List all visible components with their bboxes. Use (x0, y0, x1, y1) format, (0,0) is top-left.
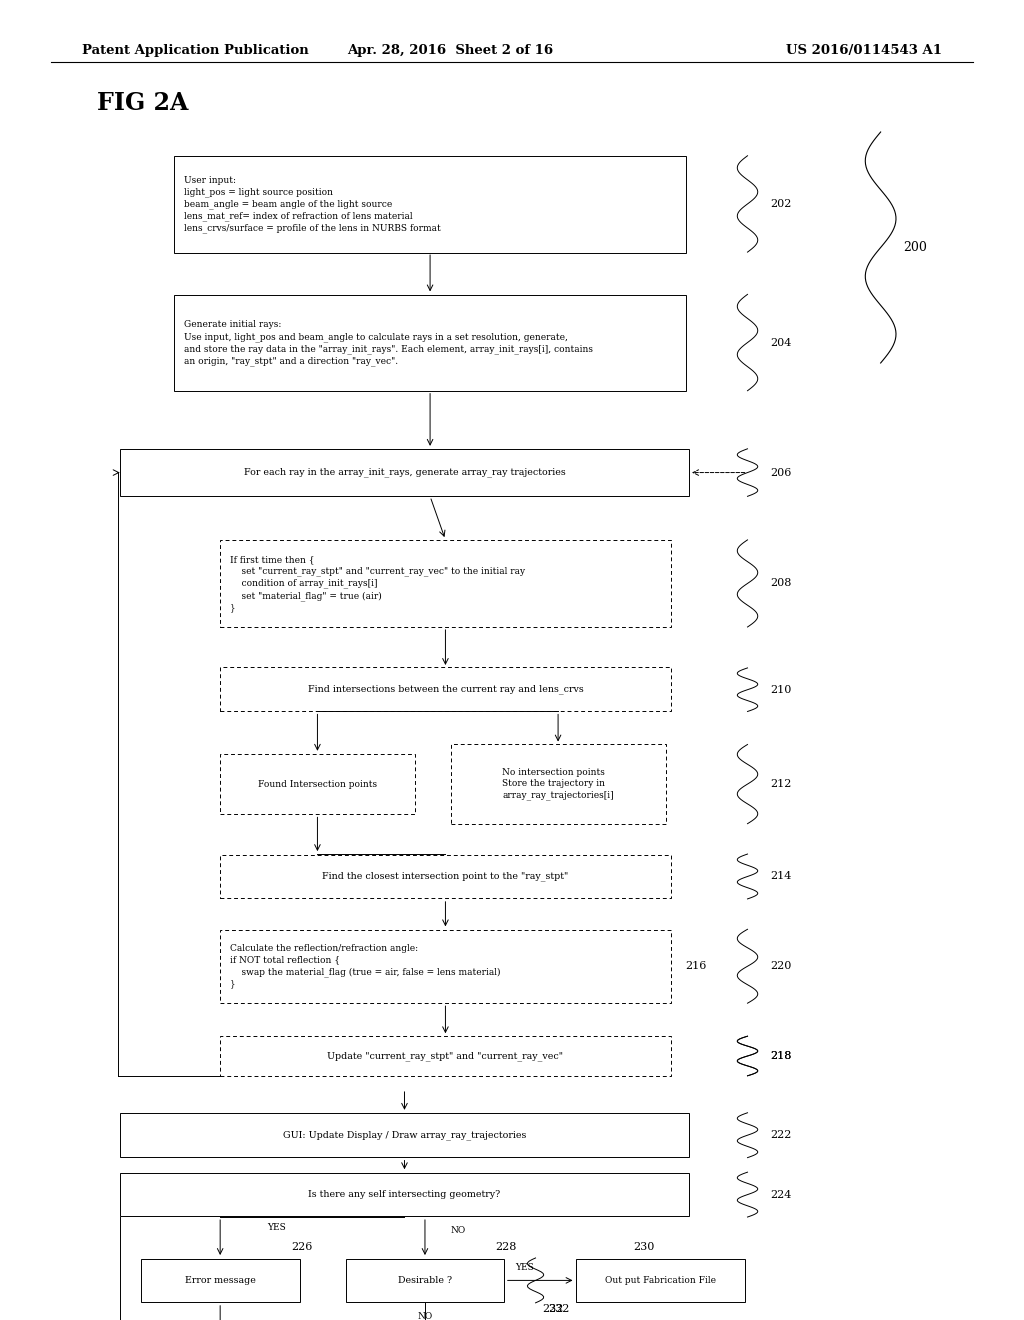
Text: Generate initial rays:
Use input, light_pos and beam_angle to calculate rays in : Generate initial rays: Use input, light_… (184, 321, 593, 366)
Text: YES: YES (515, 1263, 534, 1271)
Text: 216: 216 (685, 961, 707, 972)
Text: Calculate the reflection/refraction angle:
if NOT total reflection {
    swap th: Calculate the reflection/refraction angl… (230, 944, 501, 989)
Text: 224: 224 (770, 1189, 792, 1200)
FancyBboxPatch shape (575, 1259, 745, 1302)
Text: 206: 206 (770, 467, 792, 478)
Text: FIG 2A: FIG 2A (97, 91, 188, 115)
Text: 204: 204 (770, 338, 792, 347)
FancyBboxPatch shape (220, 929, 671, 1003)
Text: Is there any self intersecting geometry?: Is there any self intersecting geometry? (308, 1191, 501, 1199)
Text: 222: 222 (770, 1130, 792, 1140)
Text: Find the closest intersection point to the "ray_stpt": Find the closest intersection point to t… (323, 871, 568, 882)
FancyBboxPatch shape (220, 754, 415, 814)
Text: Update "current_ray_stpt" and "current_ray_vec": Update "current_ray_stpt" and "current_r… (328, 1051, 563, 1061)
Text: Desirable ?: Desirable ? (398, 1276, 452, 1284)
Text: Found Intersection points: Found Intersection points (258, 780, 377, 788)
Text: 232: 232 (543, 1304, 564, 1315)
FancyBboxPatch shape (345, 1259, 504, 1302)
FancyBboxPatch shape (121, 1172, 689, 1217)
FancyBboxPatch shape (141, 1259, 299, 1302)
Text: User input:
light_pos = light source position
beam_angle = beam angle of the lig: User input: light_pos = light source pos… (184, 176, 441, 234)
Text: NO: NO (451, 1226, 466, 1234)
Text: 200: 200 (903, 242, 927, 253)
Text: YES: YES (267, 1224, 286, 1232)
Text: Find intersections between the current ray and lens_crvs: Find intersections between the current r… (307, 684, 584, 694)
Text: 226: 226 (291, 1242, 312, 1253)
Text: 212: 212 (770, 779, 792, 789)
Text: If first time then {
    set "current_ray_stpt" and "current_ray_vec" to the ini: If first time then { set "current_ray_st… (230, 554, 525, 612)
Text: 232: 232 (548, 1304, 569, 1315)
FancyBboxPatch shape (174, 296, 686, 391)
Text: 228: 228 (496, 1242, 517, 1253)
FancyBboxPatch shape (451, 744, 666, 824)
Text: 230: 230 (633, 1242, 654, 1253)
Text: 218: 218 (770, 1051, 792, 1061)
Text: 214: 214 (770, 871, 792, 882)
Text: For each ray in the array_init_rays, generate array_ray trajectories: For each ray in the array_init_rays, gen… (244, 467, 565, 478)
FancyBboxPatch shape (121, 1113, 689, 1156)
Text: Apr. 28, 2016  Sheet 2 of 16: Apr. 28, 2016 Sheet 2 of 16 (347, 44, 554, 57)
FancyBboxPatch shape (121, 449, 689, 495)
Text: NO: NO (418, 1312, 432, 1320)
FancyBboxPatch shape (220, 540, 671, 627)
Text: No intersection points
Store the trajectory in
array_ray_trajectories[i]: No intersection points Store the traject… (502, 768, 614, 800)
Text: 218: 218 (770, 1051, 792, 1061)
Text: US 2016/0114543 A1: US 2016/0114543 A1 (786, 44, 942, 57)
Text: Patent Application Publication: Patent Application Publication (82, 44, 308, 57)
Text: Error message: Error message (184, 1276, 256, 1284)
Text: GUI: Update Display / Draw array_ray_trajectories: GUI: Update Display / Draw array_ray_tra… (283, 1130, 526, 1140)
Text: 208: 208 (770, 578, 792, 589)
FancyBboxPatch shape (220, 855, 671, 898)
Text: 202: 202 (770, 199, 792, 209)
FancyBboxPatch shape (220, 1036, 671, 1076)
Text: Out put Fabrication File: Out put Fabrication File (605, 1276, 716, 1284)
FancyBboxPatch shape (174, 157, 686, 253)
FancyBboxPatch shape (220, 668, 671, 710)
Text: 210: 210 (770, 685, 792, 694)
Text: 220: 220 (770, 961, 792, 972)
